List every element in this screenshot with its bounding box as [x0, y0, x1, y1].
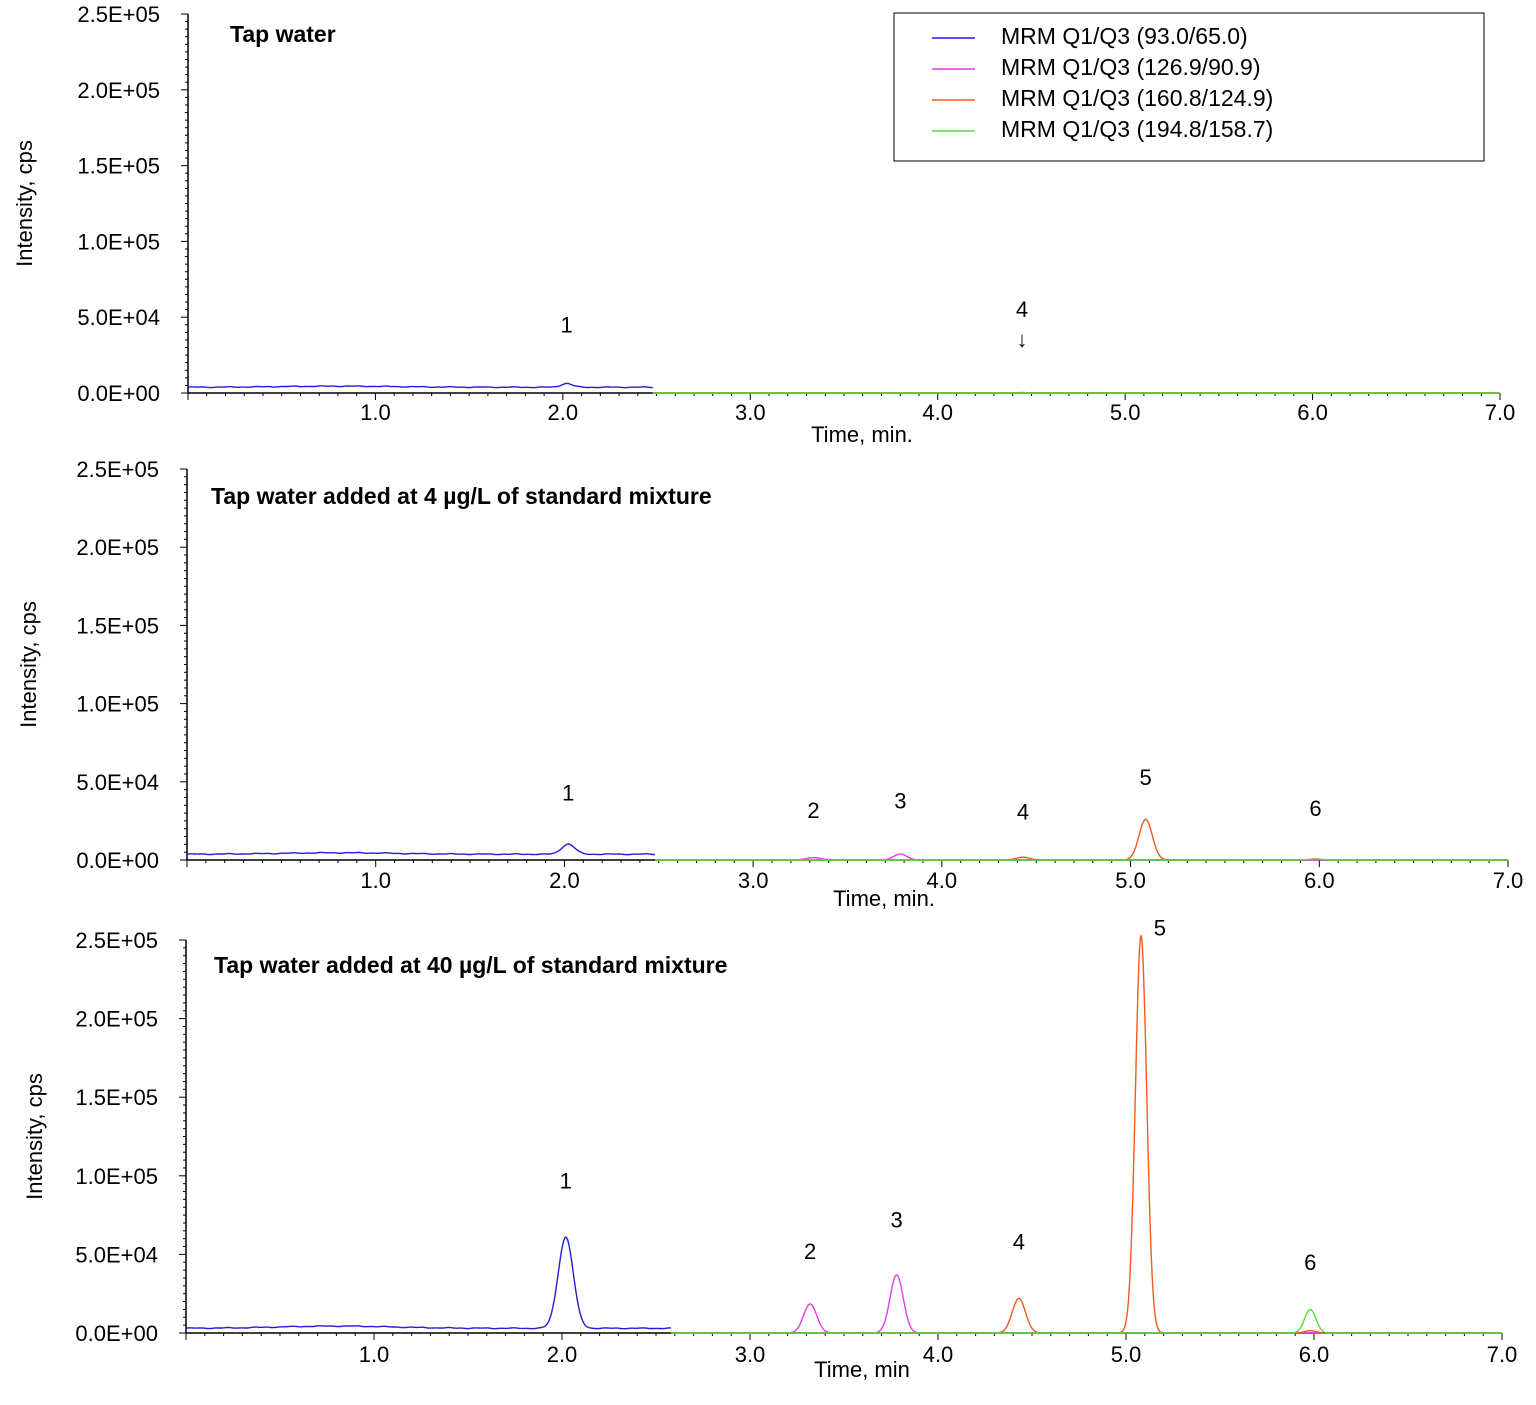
y-axis-title: Intensity, cps [12, 140, 37, 267]
x-tick-label: 7.0 [1485, 400, 1516, 425]
peak-label-4: 4 [1013, 1230, 1025, 1255]
panel-title: Tap water added at 40 µg/L of standard m… [214, 952, 727, 978]
x-tick-label: 6.0 [1299, 1342, 1330, 1367]
x-tick-label: 2.0 [547, 1342, 578, 1367]
series-line-4 [671, 1308, 1502, 1334]
y-tick-label: 2.5E+05 [76, 457, 159, 482]
x-tick-label: 4.0 [927, 868, 958, 893]
x-tick-label: 4.0 [923, 1342, 954, 1367]
peak-label-5: 5 [1140, 765, 1152, 790]
x-tick-label: 3.0 [738, 868, 769, 893]
y-tick-label: 0.0E+00 [75, 1321, 158, 1346]
series-line-1 [185, 1236, 671, 1330]
legend-label-2: MRM Q1/Q3 (126.9/90.9) [1001, 54, 1261, 80]
y-tick-label: 2.0E+05 [77, 78, 160, 103]
series-line-4 [655, 858, 1508, 861]
x-tick-label: 1.0 [360, 400, 391, 425]
y-tick-label: 0.0E+00 [76, 848, 159, 873]
peak-label-2: 2 [804, 1239, 816, 1264]
peak-arrow-icon: ↓ [1017, 327, 1028, 352]
legend: MRM Q1/Q3 (93.0/65.0) MRM Q1/Q3 (126.9/90… [893, 12, 1485, 162]
legend-label-1: MRM Q1/Q3 (93.0/65.0) [1001, 23, 1248, 49]
y-tick-label: 1.5E+05 [77, 154, 160, 179]
x-tick-label: 5.0 [1115, 868, 1146, 893]
x-tick-label: 4.0 [922, 400, 953, 425]
y-tick-label: 5.0E+04 [77, 305, 160, 330]
x-axis-title: Time, min. [811, 422, 913, 447]
legend-box [893, 12, 1485, 162]
x-tick-label: 1.0 [359, 1342, 390, 1367]
x-tick-label: 6.0 [1297, 400, 1328, 425]
legend-label-4: MRM Q1/Q3 (194.8/158.7) [1001, 116, 1273, 142]
y-tick-label: 2.5E+05 [75, 928, 158, 953]
series-line-2 [655, 853, 1508, 861]
y-tick-label: 0.0E+00 [77, 381, 160, 406]
y-axis-title: Intensity, cps [22, 1073, 47, 1200]
y-tick-label: 2.0E+05 [75, 1007, 158, 1032]
y-tick-label: 2.0E+05 [76, 535, 159, 560]
peak-label-1: 1 [560, 312, 572, 337]
x-tick-label: 7.0 [1487, 1342, 1518, 1367]
x-tick-label: 6.0 [1304, 868, 1335, 893]
x-tick-label: 3.0 [735, 1342, 766, 1367]
x-tick-label: 2.0 [549, 868, 580, 893]
y-tick-label: 1.5E+05 [75, 1085, 158, 1110]
x-tick-label: 5.0 [1111, 1342, 1142, 1367]
y-tick-label: 1.0E+05 [75, 1164, 158, 1189]
peak-label-6: 6 [1309, 796, 1321, 821]
chart-panel-1: 0.0E+00 5.0E+04 1.0E+05 1.5E+05 2.0E+05 2.5E+… [12, 2, 1515, 447]
x-tick-label: 2.0 [548, 400, 579, 425]
legend-label-3: MRM Q1/Q3 (160.8/124.9) [1001, 85, 1273, 111]
chart-panel-3: 0.0E+00 5.0E+04 1.0E+05 1.5E+05 2.0E+05 2.5E+… [22, 915, 1517, 1382]
peak-label-2: 2 [807, 798, 819, 823]
series-line-2 [671, 1274, 1502, 1334]
y-tick-label: 5.0E+04 [75, 1242, 158, 1267]
chart-panel-2: 0.0E+00 5.0E+04 1.0E+05 1.5E+05 2.0E+05 2.5E+… [16, 457, 1523, 911]
y-axis-title: Intensity, cps [16, 601, 41, 728]
x-tick-label: 1.0 [360, 868, 391, 893]
x-axis-title: Time, min. [833, 886, 935, 911]
peak-label-5: 5 [1154, 915, 1166, 940]
peak-label-4: 4 [1017, 799, 1029, 824]
x-tick-label: 7.0 [1493, 868, 1524, 893]
y-tick-label: 1.0E+05 [77, 229, 160, 254]
peak-label-1: 1 [562, 781, 574, 806]
series-line-1 [186, 843, 655, 856]
series-line-3 [655, 818, 1508, 861]
panel-title: Tap water [230, 21, 336, 47]
series-line-1 [187, 382, 653, 389]
y-tick-label: 2.5E+05 [77, 2, 160, 27]
x-tick-label: 5.0 [1110, 400, 1141, 425]
peak-label-1: 1 [560, 1168, 572, 1193]
peak-label-4: 4 [1016, 297, 1028, 322]
y-tick-label: 5.0E+04 [76, 770, 159, 795]
y-tick-label: 1.0E+05 [76, 692, 159, 717]
y-tick-label: 1.5E+05 [76, 613, 159, 638]
panel-title: Tap water added at 4 µg/L of standard mi… [211, 483, 712, 509]
x-tick-label: 3.0 [735, 400, 766, 425]
peak-label-3: 3 [894, 788, 906, 813]
peak-label-6: 6 [1304, 1250, 1316, 1275]
series-line-3 [671, 935, 1502, 1334]
x-axis-title: Time, min [814, 1357, 910, 1382]
peak-label-3: 3 [891, 1208, 903, 1233]
